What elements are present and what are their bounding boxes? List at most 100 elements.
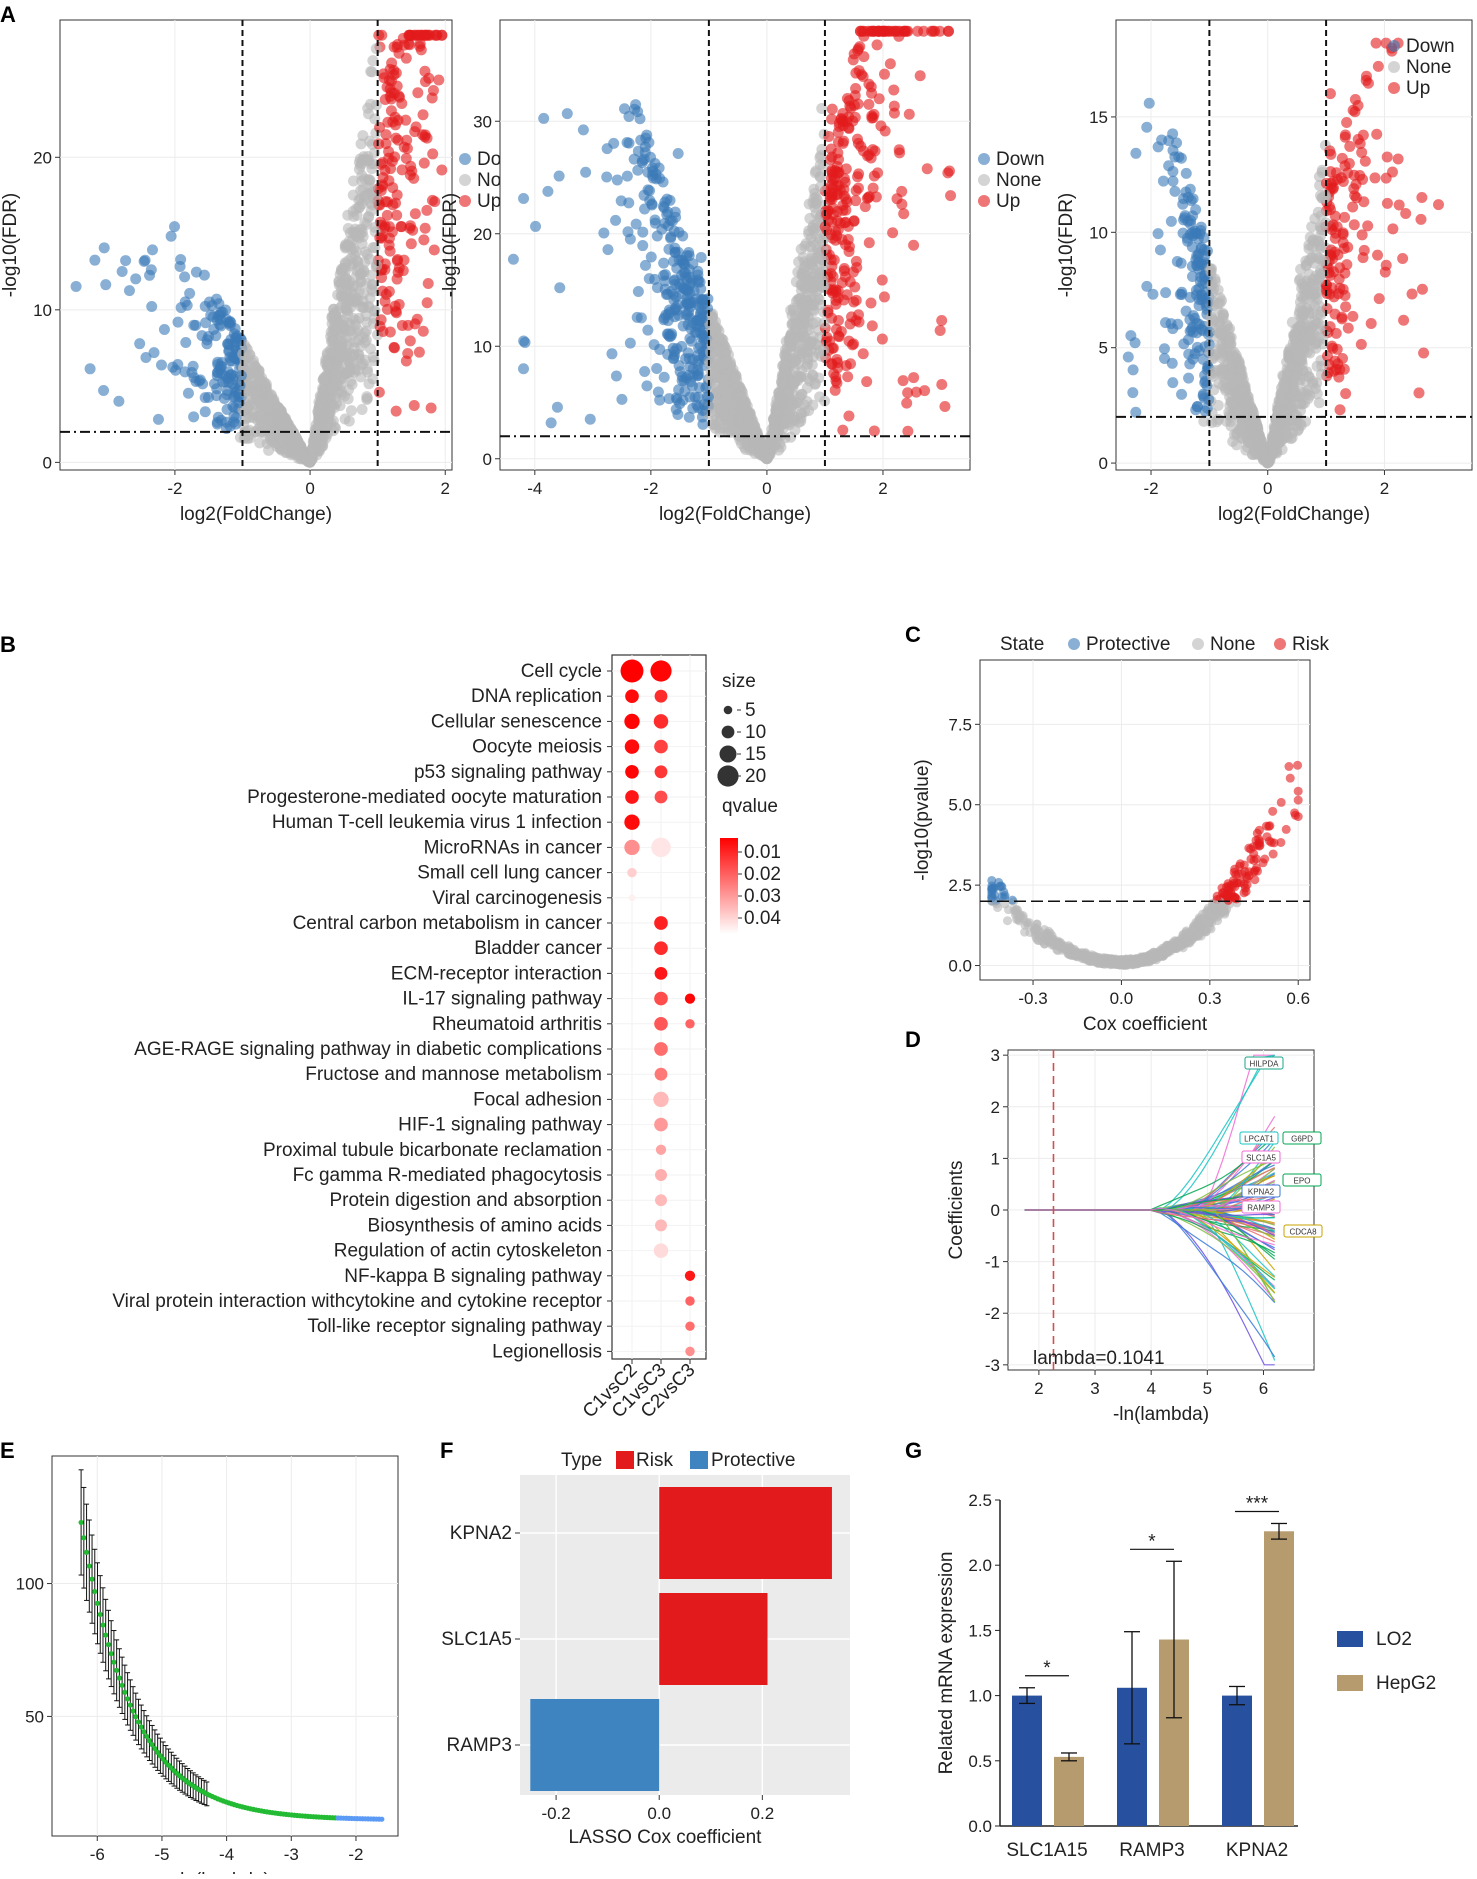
data-point <box>771 438 782 449</box>
y-tick-label: 10 <box>1089 223 1108 242</box>
x-tick-label: 2 <box>878 479 887 498</box>
data-point <box>176 302 187 313</box>
data-point <box>542 186 553 197</box>
data-point <box>1167 358 1178 369</box>
legend-label: None <box>996 170 1041 191</box>
data-point <box>361 391 372 402</box>
y-axis-title: -log10(FDR) <box>0 193 21 298</box>
data-point <box>825 192 836 203</box>
dot-bladder-cancer <box>654 941 668 955</box>
data-point <box>153 414 164 425</box>
pathway-label: Viral protein interaction withcytokine a… <box>112 1291 602 1312</box>
size-legend-key <box>722 726 735 739</box>
data-point <box>631 219 642 230</box>
data-point <box>293 439 304 450</box>
pathway-label: Proximal tubule bicarbonate reclamation <box>263 1140 602 1161</box>
data-point <box>1197 325 1208 336</box>
data-point <box>348 175 359 186</box>
panel-label-g: G <box>905 1438 922 1463</box>
data-point <box>866 88 877 99</box>
data-point <box>188 320 199 331</box>
data-point <box>830 284 841 295</box>
data-point <box>1295 303 1306 314</box>
dot-rheumatoid-arthritis <box>685 1019 694 1028</box>
data-point <box>624 138 635 149</box>
data-point <box>427 148 438 159</box>
dot-central-carbon-metabolism-in-cancer <box>654 916 668 930</box>
data-point <box>339 391 350 402</box>
data-point <box>341 285 352 296</box>
dot-human-t-cell-leukemia-virus-1-infection <box>624 815 639 830</box>
data-point <box>89 255 100 266</box>
data-point <box>1231 428 1242 439</box>
data-point <box>697 419 708 430</box>
data-point <box>731 404 742 415</box>
pathway-label: DNA replication <box>471 686 602 707</box>
data-point <box>354 286 365 297</box>
data-point <box>1393 153 1404 164</box>
data-point <box>388 69 399 80</box>
data-point <box>374 232 385 243</box>
data-point <box>807 262 818 273</box>
data-point <box>812 292 823 303</box>
data-point <box>1194 345 1205 356</box>
data-point <box>640 147 651 158</box>
data-point <box>843 410 854 421</box>
data-point <box>639 366 650 377</box>
data-point <box>668 353 679 364</box>
data-point <box>538 113 549 124</box>
data-point <box>235 380 246 391</box>
data-point <box>836 326 847 337</box>
data-point <box>1172 256 1183 267</box>
data-point <box>696 252 707 263</box>
dot-oocyte-meiosis <box>654 740 668 754</box>
data-point <box>421 205 432 216</box>
dot-toll-like-receptor-signaling-pathway <box>685 1321 694 1330</box>
legend-label: Up <box>996 191 1020 212</box>
data-point <box>1268 807 1277 816</box>
data-point <box>681 274 692 285</box>
data-point <box>191 267 202 278</box>
data-point <box>1169 186 1180 197</box>
data-point <box>673 148 684 159</box>
data-point <box>418 234 429 245</box>
data-point <box>935 325 946 336</box>
data-point <box>418 109 429 120</box>
data-point <box>367 200 378 211</box>
x-tick-label: 0 <box>1263 479 1272 498</box>
dot-micrornas-in-cancer <box>624 840 639 855</box>
data-point <box>213 298 224 309</box>
data-point <box>1279 413 1290 424</box>
data-point <box>915 70 926 81</box>
data-point <box>134 338 145 349</box>
data-point <box>830 385 841 396</box>
data-point <box>622 171 633 182</box>
data-point <box>1293 761 1302 770</box>
x-tick-label: -4 <box>527 479 542 498</box>
data-point <box>146 264 157 275</box>
data-point <box>1381 260 1392 271</box>
data-point <box>827 104 838 115</box>
data-point <box>1301 332 1312 343</box>
data-point <box>1369 172 1380 183</box>
data-point <box>871 191 882 202</box>
data-point <box>848 54 859 65</box>
data-point <box>390 119 401 130</box>
data-point <box>146 301 157 312</box>
data-point <box>736 391 747 402</box>
data-point <box>212 370 223 381</box>
data-point <box>230 339 241 350</box>
data-point <box>429 196 440 207</box>
data-point <box>898 208 909 219</box>
data-point <box>170 365 181 376</box>
dot-cell-cycle <box>650 660 671 681</box>
data-point <box>200 406 211 417</box>
data-point <box>637 240 648 251</box>
data-point <box>828 343 839 354</box>
data-point <box>394 299 405 310</box>
data-point <box>257 385 268 396</box>
data-point <box>1130 148 1141 159</box>
data-point <box>717 384 728 395</box>
data-point <box>772 405 783 416</box>
